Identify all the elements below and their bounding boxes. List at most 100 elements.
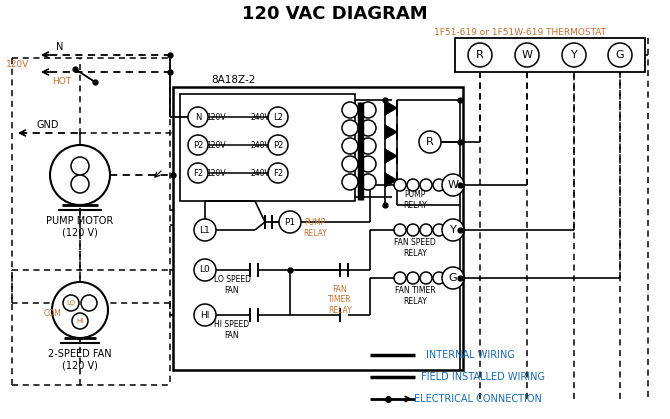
Circle shape bbox=[360, 174, 376, 190]
Bar bbox=[180, 94, 355, 201]
Circle shape bbox=[419, 131, 441, 153]
Text: COM: COM bbox=[43, 310, 61, 318]
Text: ELECTRICAL CONNECTION: ELECTRICAL CONNECTION bbox=[414, 394, 542, 404]
Text: HI: HI bbox=[76, 318, 84, 324]
Text: FAN TIMER
RELAY: FAN TIMER RELAY bbox=[395, 286, 436, 306]
Circle shape bbox=[360, 156, 376, 172]
Text: 2-SPEED FAN
(120 V): 2-SPEED FAN (120 V) bbox=[48, 349, 112, 371]
Circle shape bbox=[420, 224, 432, 236]
Bar bbox=[173, 87, 463, 370]
Text: 120 VAC DIAGRAM: 120 VAC DIAGRAM bbox=[242, 5, 428, 23]
Text: PUMP
RELAY: PUMP RELAY bbox=[303, 218, 327, 238]
Text: 120V: 120V bbox=[206, 168, 226, 178]
Circle shape bbox=[420, 272, 432, 284]
Circle shape bbox=[433, 179, 445, 191]
Circle shape bbox=[515, 43, 539, 67]
Circle shape bbox=[188, 135, 208, 155]
Text: 120V: 120V bbox=[7, 59, 29, 68]
Circle shape bbox=[407, 272, 419, 284]
Text: L2: L2 bbox=[273, 112, 283, 122]
Text: 120V: 120V bbox=[206, 112, 226, 122]
Circle shape bbox=[342, 174, 358, 190]
Text: 120V: 120V bbox=[206, 140, 226, 150]
Text: N: N bbox=[195, 112, 201, 122]
Circle shape bbox=[468, 43, 492, 67]
Polygon shape bbox=[385, 173, 397, 187]
Text: F2: F2 bbox=[193, 168, 203, 178]
Text: G: G bbox=[616, 50, 624, 60]
Text: G: G bbox=[449, 273, 458, 283]
Text: FAN SPEED
RELAY: FAN SPEED RELAY bbox=[394, 238, 436, 258]
Text: L0: L0 bbox=[200, 266, 210, 274]
Text: Y: Y bbox=[450, 225, 456, 235]
Polygon shape bbox=[385, 125, 397, 139]
Polygon shape bbox=[385, 149, 397, 163]
Text: GND: GND bbox=[37, 120, 59, 130]
Text: P2: P2 bbox=[273, 140, 283, 150]
Circle shape bbox=[63, 295, 79, 311]
Text: FIELD INSTALLED WIRING: FIELD INSTALLED WIRING bbox=[421, 372, 545, 382]
Text: 240V: 240V bbox=[250, 112, 270, 122]
Text: L1: L1 bbox=[200, 225, 210, 235]
Text: PUMP MOTOR
(120 V): PUMP MOTOR (120 V) bbox=[46, 216, 114, 238]
Text: 240V: 240V bbox=[250, 140, 270, 150]
Text: 8A18Z-2: 8A18Z-2 bbox=[211, 75, 255, 85]
Circle shape bbox=[360, 102, 376, 118]
Text: R: R bbox=[476, 50, 484, 60]
Circle shape bbox=[442, 219, 464, 241]
Circle shape bbox=[52, 282, 108, 338]
Text: HI: HI bbox=[200, 310, 210, 320]
Circle shape bbox=[268, 135, 288, 155]
Circle shape bbox=[420, 179, 432, 191]
Text: LO: LO bbox=[66, 300, 76, 306]
Circle shape bbox=[433, 272, 445, 284]
Text: W: W bbox=[521, 50, 533, 60]
Text: R: R bbox=[426, 137, 434, 147]
Circle shape bbox=[342, 138, 358, 154]
Circle shape bbox=[433, 224, 445, 236]
Circle shape bbox=[394, 179, 406, 191]
Circle shape bbox=[268, 163, 288, 183]
Text: F2: F2 bbox=[273, 168, 283, 178]
Circle shape bbox=[442, 267, 464, 289]
Circle shape bbox=[71, 175, 89, 193]
Circle shape bbox=[562, 43, 586, 67]
Circle shape bbox=[360, 120, 376, 136]
Circle shape bbox=[188, 163, 208, 183]
Circle shape bbox=[442, 174, 464, 196]
Text: 240V: 240V bbox=[250, 168, 270, 178]
Circle shape bbox=[407, 224, 419, 236]
Circle shape bbox=[342, 156, 358, 172]
Circle shape bbox=[188, 107, 208, 127]
Circle shape bbox=[71, 157, 89, 175]
Circle shape bbox=[194, 259, 216, 281]
Text: HOT: HOT bbox=[52, 77, 72, 85]
Circle shape bbox=[279, 211, 301, 233]
Circle shape bbox=[81, 295, 97, 311]
Text: W: W bbox=[448, 180, 458, 190]
Bar bbox=[455, 38, 645, 72]
Text: LO SPEED
FAN: LO SPEED FAN bbox=[214, 275, 251, 295]
Text: FAN
TIMER
RELAY: FAN TIMER RELAY bbox=[328, 285, 352, 315]
Circle shape bbox=[194, 304, 216, 326]
Text: N: N bbox=[56, 42, 64, 52]
Circle shape bbox=[394, 272, 406, 284]
Text: 1F51-619 or 1F51W-619 THERMOSTAT: 1F51-619 or 1F51W-619 THERMOSTAT bbox=[434, 28, 606, 36]
Circle shape bbox=[342, 120, 358, 136]
Text: INTERNAL WIRING: INTERNAL WIRING bbox=[425, 350, 515, 360]
Text: PUMP
RELAY: PUMP RELAY bbox=[403, 190, 427, 210]
Circle shape bbox=[72, 313, 88, 329]
Circle shape bbox=[268, 107, 288, 127]
Circle shape bbox=[50, 145, 110, 205]
Circle shape bbox=[360, 138, 376, 154]
Text: HI SPEED
FAN: HI SPEED FAN bbox=[214, 320, 249, 340]
Circle shape bbox=[342, 102, 358, 118]
Text: P1: P1 bbox=[285, 217, 295, 227]
Circle shape bbox=[407, 179, 419, 191]
Polygon shape bbox=[385, 101, 397, 115]
Circle shape bbox=[194, 219, 216, 241]
Text: P2: P2 bbox=[193, 140, 203, 150]
Text: Y: Y bbox=[571, 50, 578, 60]
Circle shape bbox=[394, 224, 406, 236]
Circle shape bbox=[608, 43, 632, 67]
